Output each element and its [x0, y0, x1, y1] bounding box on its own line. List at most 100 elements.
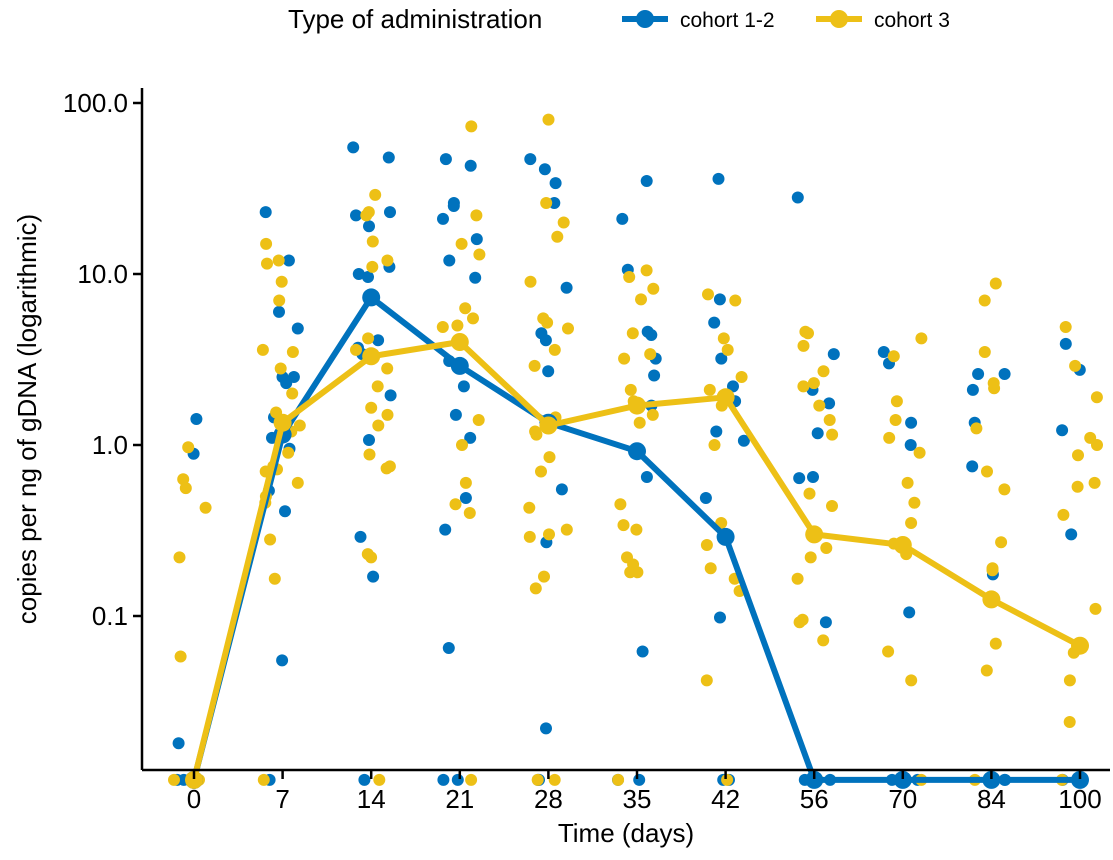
data-point-cohort-1-2	[382, 151, 395, 164]
data-point-cohort-1-2	[538, 163, 551, 176]
data-point-cohort-1-2	[998, 368, 1011, 380]
data-point-cohort-3	[989, 637, 1002, 650]
y-tick-label: 10.0	[77, 259, 128, 289]
legend: Type of administration cohort 1-2 cohort …	[288, 4, 950, 34]
data-point-cohort-1-2	[447, 200, 460, 212]
y-axis: 0.1 1.0 10.0 100.0	[63, 88, 144, 770]
data-point-cohort-3	[1088, 476, 1101, 489]
data-point-cohort-1-2	[542, 365, 555, 378]
data-point-cohort-3	[459, 302, 472, 315]
data-point-cohort-3	[455, 237, 468, 250]
data-point-cohort-1-2	[524, 153, 537, 166]
data-point-cohort-3	[372, 419, 385, 432]
data-point-cohort-1-2	[1059, 337, 1072, 350]
data-point-cohort-3	[614, 498, 627, 511]
data-point-cohort-1-2	[560, 281, 573, 294]
data-point-cohort-3	[1091, 439, 1103, 451]
data-point-cohort-1-2	[437, 773, 450, 786]
data-point-cohort-3	[557, 216, 570, 229]
mean-point-cohort-3	[805, 525, 824, 544]
data-point-cohort-1-2	[464, 159, 477, 172]
data-point-cohort-3	[986, 564, 999, 577]
mean-point-cohort-1-2	[716, 527, 735, 546]
data-point-cohort-3	[542, 113, 555, 126]
data-point-cohort-1-2	[363, 220, 375, 233]
data-point-cohort-1-2	[172, 737, 185, 750]
data-point-cohort-3	[1089, 602, 1102, 615]
data-point-cohort-3	[644, 348, 657, 361]
mean-point-cohort-1-2	[805, 770, 824, 789]
data-point-cohort-3	[380, 462, 393, 475]
data-point-cohort-3	[548, 773, 561, 786]
mean-point-cohort-1-2	[628, 442, 646, 461]
data-point-cohort-3	[373, 773, 386, 786]
data-point-cohort-3	[905, 517, 918, 529]
data-point-cohort-3	[703, 383, 716, 396]
legend-swatch-dot	[830, 10, 848, 28]
data-point-cohort-3	[623, 271, 636, 283]
data-point-cohort-1-2	[354, 530, 367, 543]
data-point-cohort-3	[260, 237, 273, 250]
data-point-cohort-3	[531, 773, 544, 786]
data-point-cohort-1-2	[437, 212, 449, 225]
data-point-cohort-3	[633, 416, 646, 429]
data-point-cohort-3	[551, 230, 564, 243]
data-point-cohort-3	[1059, 321, 1072, 333]
data-point-cohort-1-2	[282, 254, 295, 267]
data-point-cohort-3	[626, 327, 639, 340]
data-point-cohort-3	[889, 414, 902, 426]
mean-line-cohort-1-2	[191, 294, 1083, 783]
x-tick-label: 70	[888, 784, 917, 814]
mean-point-cohort-1-2	[982, 770, 1001, 789]
data-point-cohort-3	[543, 451, 556, 464]
data-point-cohort-3	[883, 431, 896, 444]
data-point-cohort-3	[624, 566, 637, 579]
data-point-cohort-1-2	[727, 380, 739, 393]
data-point-cohort-3	[807, 377, 820, 390]
data-point-cohort-1-2	[616, 212, 629, 225]
data-point-cohort-1-2	[791, 191, 804, 204]
data-point-cohort-1-2	[358, 773, 371, 786]
data-point-cohort-1-2	[1056, 424, 1069, 437]
data-point-cohort-3	[286, 346, 299, 358]
data-point-cohort-1-2	[442, 642, 455, 654]
data-point-cohort-3	[371, 380, 384, 393]
data-point-cohort-1-2	[287, 371, 300, 383]
data-point-cohort-1-2	[708, 316, 721, 329]
data-point-cohort-3	[803, 487, 816, 500]
data-point-cohort-1-2	[1065, 528, 1078, 541]
data-point-cohort-1-2	[362, 271, 374, 283]
data-point-cohort-1-2	[904, 439, 917, 451]
x-tick-label: 56	[800, 784, 829, 814]
data-point-cohort-3	[362, 332, 375, 345]
data-point-cohort-3	[981, 465, 993, 478]
data-point-cohort-3	[451, 319, 464, 332]
data-point-cohort-3	[823, 414, 836, 426]
x-tick-label: 35	[623, 784, 652, 814]
data-point-cohort-1-2	[347, 141, 360, 154]
data-point-cohort-1-2	[367, 570, 380, 583]
data-point-cohort-3	[995, 536, 1008, 549]
data-point-cohort-3	[998, 483, 1011, 496]
data-point-cohort-1-2	[640, 471, 653, 483]
data-point-cohort-3	[465, 120, 478, 133]
data-point-cohort-1-2	[645, 329, 658, 341]
data-point-cohort-3	[617, 519, 630, 532]
legend-title: Type of administration	[288, 4, 542, 34]
data-point-cohort-3	[529, 582, 542, 595]
data-point-cohort-1-2	[372, 334, 385, 347]
data-point-cohort-3	[257, 773, 270, 786]
data-point-cohort-1-2	[811, 427, 824, 440]
data-point-cohort-3	[273, 294, 286, 307]
data-point-cohort-1-2	[384, 206, 396, 219]
legend-label: cohort 3	[874, 9, 950, 32]
data-point-cohort-3	[562, 322, 574, 335]
data-point-cohort-1-2	[549, 177, 562, 190]
data-point-cohort-3	[275, 275, 288, 288]
y-tick-label: 100.0	[63, 88, 128, 118]
data-point-cohort-1-2	[469, 271, 482, 284]
data-point-cohort-1-2	[648, 369, 661, 382]
data-point-cohort-1-2	[699, 492, 712, 504]
data-point-cohort-3	[647, 282, 660, 295]
x-axis: 0 7 14 21 28 35 42 56 70 84 100	[142, 768, 1110, 814]
